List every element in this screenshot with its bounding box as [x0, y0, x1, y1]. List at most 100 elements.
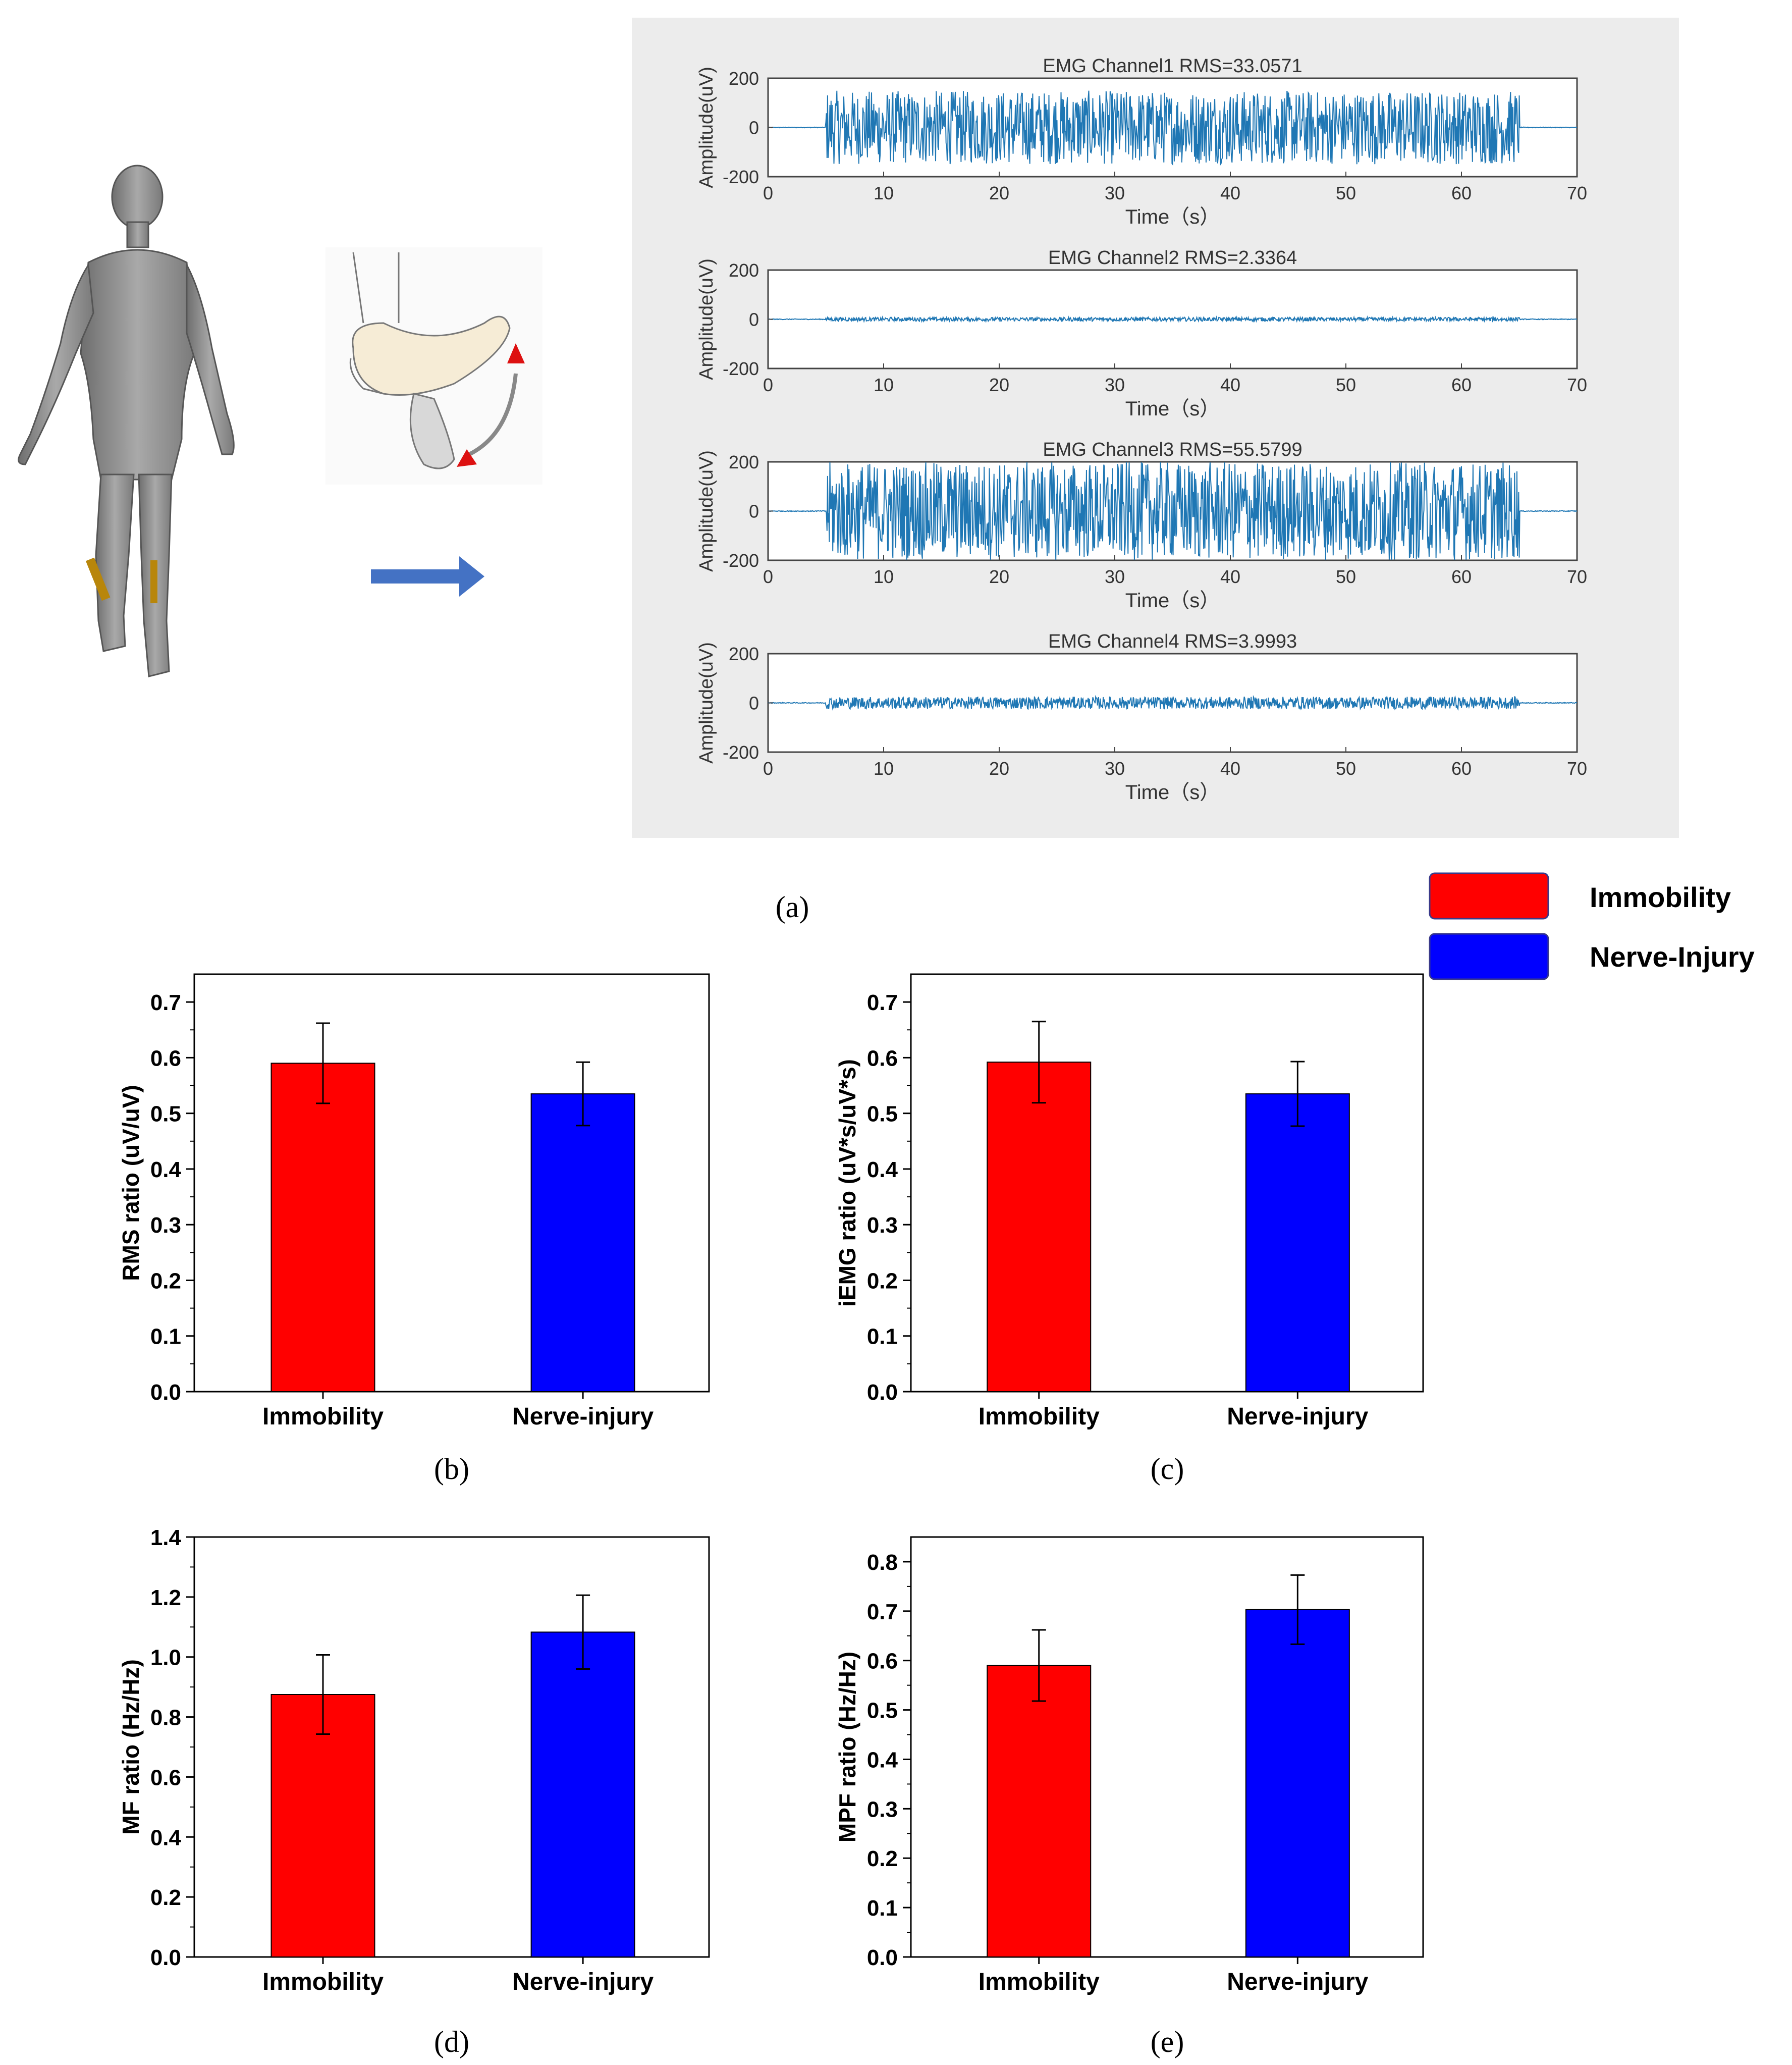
motion-arrowhead-up — [507, 343, 525, 363]
bar-ytick-label: 0.5 — [150, 1102, 181, 1127]
emg-electrode-2 — [150, 560, 157, 603]
emg-xtick-label: 0 — [763, 758, 773, 779]
bar-ytick-label: 1.2 — [150, 1585, 181, 1610]
emg-xtick-label: 50 — [1336, 566, 1356, 587]
bar-ytick-label: 0.5 — [867, 1102, 898, 1127]
emg-ylabel: Amplitude(uV) — [696, 67, 717, 188]
emg-ytick-label: 0 — [749, 501, 759, 522]
bar-ytick-label: 0.7 — [867, 990, 898, 1015]
bar-ytick-label: 0.2 — [150, 1268, 181, 1293]
emg-xtick-label: 0 — [763, 183, 773, 203]
bar-ytick-label: 0.1 — [867, 1896, 898, 1921]
foot-illustration — [325, 247, 542, 485]
bar-ytick-label: 0.8 — [867, 1550, 898, 1575]
bar-xtick-label: Immobility — [262, 1403, 384, 1430]
emg-xtick-label: 20 — [989, 566, 1009, 587]
bar-plot-frame — [910, 1536, 1424, 1958]
emg-title: EMG Channel4 RMS=3.9993 — [1048, 631, 1297, 652]
emg-xtick-label: 20 — [989, 183, 1009, 203]
legend-label-nerve-injury: Nerve-Injury — [1590, 941, 1755, 973]
emg-ytick-label: 0 — [749, 309, 759, 330]
emg-electrode-1 — [85, 557, 111, 601]
emg-xtick-label: 50 — [1336, 758, 1356, 779]
bar-chart-d: 0.0 0.2 0.4 0.6 0.8 1.0 1.2 1.4 Immobility Nerve-… — [118, 1525, 710, 1995]
emg-ytick-label: 200 — [729, 452, 759, 472]
emg-xlabel: Time（s） — [1125, 781, 1220, 804]
emg-xtick-label: 70 — [1567, 375, 1587, 395]
emg-xtick-label: 40 — [1220, 566, 1240, 587]
bar-xtick-label: Immobility — [262, 1969, 384, 1995]
emg-ytick-label: -200 — [723, 167, 759, 187]
bar-immobility — [270, 1694, 375, 1957]
emg-xlabel: Time（s） — [1125, 590, 1220, 612]
emg-xtick-label: 10 — [874, 183, 894, 203]
emg-ylabel: Amplitude(uV) — [696, 258, 717, 380]
emg-ytick-label: -200 — [723, 742, 759, 763]
emg-ytick-label: 0 — [749, 118, 759, 138]
emg-signal-trace — [768, 695, 1578, 711]
caption-d: (d) — [434, 2025, 469, 2058]
bar-xtick-label: Nerve-injury — [1227, 1403, 1368, 1430]
emg-ylabel: Amplitude(uV) — [696, 642, 717, 764]
emg-title: EMG Channel1 RMS=33.0571 — [1043, 56, 1302, 77]
emg-xtick-label: 40 — [1220, 375, 1240, 395]
bar-ytick-label: 0.1 — [867, 1325, 898, 1349]
bar-ytick-label: 0.6 — [150, 1765, 181, 1790]
emg-xtick-label: 70 — [1567, 566, 1587, 587]
bar-ytick-label: 0.4 — [150, 1157, 182, 1182]
bar-ylabel: iEMG ratio (uV*s/uV*s) — [834, 1059, 860, 1307]
bar-ytick-label: 0.7 — [867, 1600, 898, 1624]
emg-xtick-label: 70 — [1567, 183, 1587, 203]
legend-label-immobility: Immobility — [1590, 881, 1731, 913]
bar-immobility — [270, 1063, 375, 1393]
emg-xtick-label: 40 — [1220, 183, 1240, 203]
bar-ytick-label: 0.0 — [150, 1380, 181, 1405]
legend-swatch-nerve-injury — [1429, 933, 1549, 980]
emg-xtick-label: 40 — [1220, 758, 1240, 779]
emg-title: EMG Channel2 RMS=2.3364 — [1048, 247, 1297, 269]
emg-xtick-label: 60 — [1451, 758, 1472, 779]
emg-xtick-label: 30 — [1105, 758, 1125, 779]
human-body-model-icon — [18, 165, 235, 677]
emg-ytick-label: 200 — [729, 68, 759, 89]
bar-immobility — [987, 1062, 1092, 1393]
emg-xtick-label: 30 — [1105, 183, 1125, 203]
bar-xtick-label: Nerve-injury — [512, 1403, 654, 1430]
emg-ytick-label: -200 — [723, 358, 759, 379]
foot-dorsiflexion-icon — [349, 252, 511, 469]
emg-xtick-label: 10 — [874, 566, 894, 587]
emg-xtick-label: 30 — [1105, 566, 1125, 587]
bar-plot-frame — [910, 973, 1424, 1393]
bar-nerve-injury — [1245, 1093, 1350, 1392]
emg-xtick-label: 60 — [1451, 375, 1472, 395]
bar-ytick-label: 0.6 — [867, 1649, 898, 1674]
bar-ytick-label: 0.2 — [867, 1846, 898, 1871]
bar-ytick-label: 0.8 — [150, 1706, 181, 1730]
legend-swatch-immobility — [1429, 872, 1549, 920]
bar-ytick-label: 0.0 — [867, 1945, 898, 1970]
emg-ytick-label: -200 — [723, 550, 759, 571]
right-arrow-icon — [371, 556, 484, 597]
emg-xlabel: Time（s） — [1125, 398, 1220, 420]
caption-b: (b) — [434, 1452, 469, 1486]
bar-ylabel: RMS ratio (uV/uV) — [118, 1085, 144, 1281]
bar-ytick-label: 0.0 — [150, 1945, 181, 1970]
caption-c: (c) — [1151, 1452, 1184, 1486]
bar-plot-frame — [193, 973, 710, 1393]
bar-ytick-label: 0.1 — [150, 1325, 181, 1349]
emg-ytick-label: 0 — [749, 693, 759, 714]
bar-ytick-label: 0.6 — [150, 1046, 181, 1071]
emg-xtick-label: 50 — [1336, 375, 1356, 395]
bar-ytick-label: 0.4 — [150, 1825, 182, 1850]
bar-ylabel: MF ratio (Hz/Hz) — [118, 1659, 144, 1835]
bar-chart-b: 0.0 0.1 0.2 0.3 0.4 0.5 0.6 0.7 Immobility Nerve-… — [118, 973, 710, 1430]
emg-ylabel: Amplitude(uV) — [696, 450, 717, 572]
bar-ytick-label: 1.4 — [150, 1525, 182, 1550]
bar-ytick-label: 0.3 — [150, 1213, 181, 1238]
emg-signal-trace — [768, 315, 1578, 324]
bar-ytick-label: 0.3 — [867, 1213, 898, 1238]
